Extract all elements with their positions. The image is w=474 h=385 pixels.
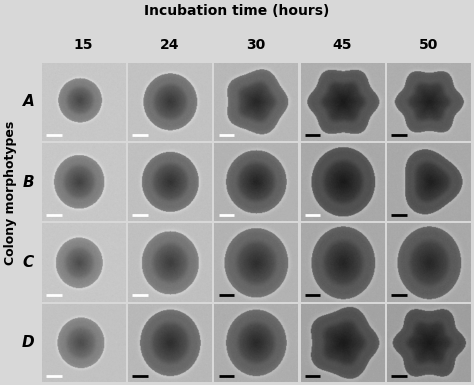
Text: Colony morphotypes: Colony morphotypes <box>4 121 17 264</box>
Text: 30: 30 <box>246 38 265 52</box>
Text: 15: 15 <box>73 38 93 52</box>
Text: C: C <box>23 255 34 270</box>
Text: 45: 45 <box>332 38 352 52</box>
Text: 50: 50 <box>419 38 438 52</box>
Text: Incubation time (hours): Incubation time (hours) <box>144 4 330 18</box>
Text: A: A <box>23 94 34 109</box>
Text: 24: 24 <box>160 38 180 52</box>
Text: B: B <box>23 175 34 190</box>
Text: D: D <box>22 335 35 350</box>
